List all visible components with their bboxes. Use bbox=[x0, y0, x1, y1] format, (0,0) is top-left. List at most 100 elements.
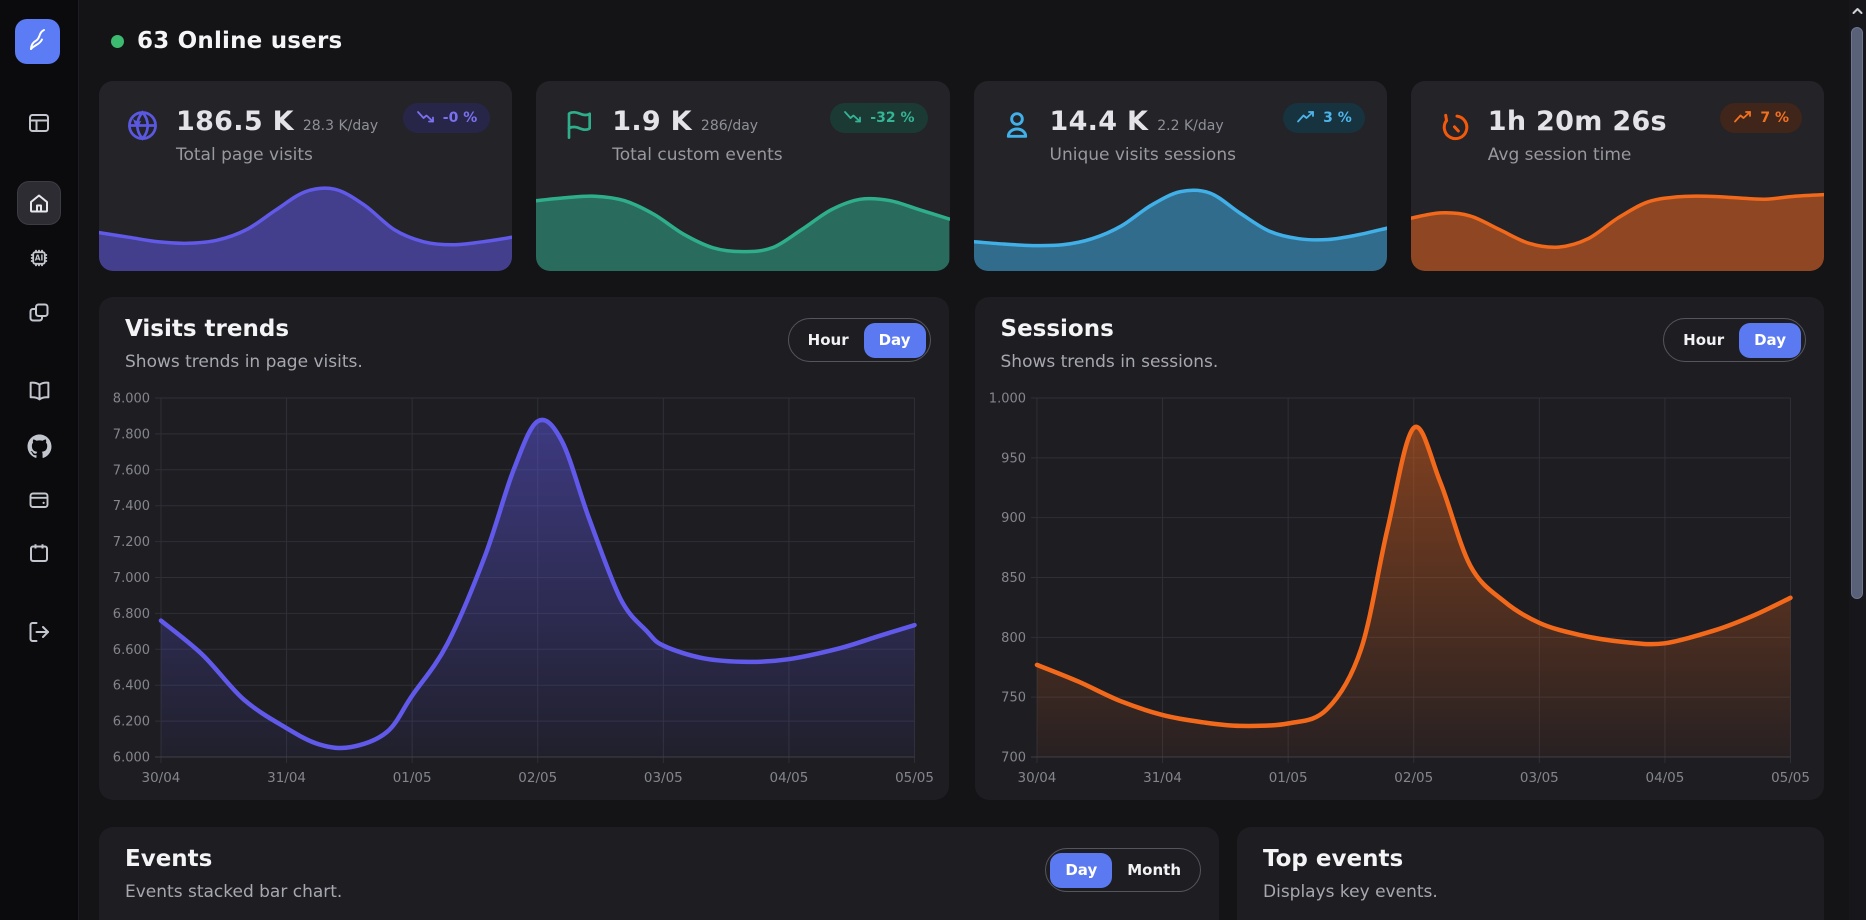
book-icon bbox=[27, 378, 52, 403]
trend-down-icon bbox=[843, 109, 862, 128]
svg-text:850: 850 bbox=[1001, 571, 1026, 586]
trend-badge-text: 7 % bbox=[1760, 110, 1789, 126]
panel-subtitle: Displays key events. bbox=[1263, 882, 1438, 902]
svg-text:02/05: 02/05 bbox=[1394, 770, 1433, 786]
trend-badge: 3 % bbox=[1283, 103, 1365, 133]
sidebar-item-calendar[interactable] bbox=[17, 531, 61, 575]
svg-text:750: 750 bbox=[1001, 691, 1026, 706]
sessions-chart[interactable]: 1.000 950 900 850 800 750 700 30/04 31/04 01/05 02… bbox=[975, 297, 1825, 800]
svg-text:02/05: 02/05 bbox=[518, 770, 557, 786]
toggle-option-month[interactable]: Month bbox=[1127, 861, 1181, 879]
trend-badge: 7 % bbox=[1720, 103, 1802, 133]
card-unique-visits: 14.4 K 2.2 K/day Unique visits sessions … bbox=[973, 81, 1387, 271]
svg-text:04/05: 04/05 bbox=[769, 770, 808, 786]
svg-text:31/04: 31/04 bbox=[267, 770, 306, 786]
events-interval-toggle[interactable]: Day Month bbox=[1045, 848, 1201, 892]
trend-badge-text: -32 % bbox=[870, 110, 915, 126]
sidebar-item-billing[interactable] bbox=[17, 478, 61, 522]
sessions-panel: Sessions Shows trends in sessions. Hour … bbox=[974, 297, 1825, 800]
vertical-scrollbar[interactable] bbox=[1849, 0, 1866, 920]
svg-text:7.800: 7.800 bbox=[113, 427, 150, 442]
trend-badge-text: 3 % bbox=[1323, 110, 1352, 126]
copy-icon bbox=[27, 301, 51, 325]
stat-rate: 2.2 K/day bbox=[1157, 118, 1224, 134]
stat-label: Total custom events bbox=[612, 145, 783, 165]
panel-subtitle: Shows trends in sessions. bbox=[1000, 352, 1219, 372]
svg-text:05/05: 05/05 bbox=[895, 770, 934, 786]
toggle-option-day[interactable]: Day bbox=[863, 322, 926, 358]
custom-events-sparkline bbox=[536, 194, 950, 271]
svg-text:AI: AI bbox=[35, 254, 44, 263]
svg-text:7.000: 7.000 bbox=[113, 571, 150, 586]
panel-subtitle: Shows trends in page visits. bbox=[125, 352, 363, 372]
trend-up-icon bbox=[1296, 109, 1315, 128]
sidebar-item-ai[interactable]: AI bbox=[17, 236, 61, 280]
main-content: 63 Online users 186.5 K 28.3 K/day bbox=[79, 0, 1849, 920]
sidebar-item-projects[interactable] bbox=[17, 291, 61, 335]
trend-badge-text: -0 % bbox=[442, 110, 478, 126]
page-visits-sparkline bbox=[99, 186, 513, 271]
stat-value: 14.4 K bbox=[1049, 106, 1149, 137]
visits-trends-chart[interactable]: 8.000 7.800 7.600 7.400 7.200 7.000 6.800 6.600… bbox=[99, 297, 949, 800]
scrollbar-up-button[interactable] bbox=[1849, 0, 1866, 18]
svg-text:03/05: 03/05 bbox=[1519, 770, 1558, 786]
svg-text:01/05: 01/05 bbox=[1268, 770, 1307, 786]
svg-text:6.400: 6.400 bbox=[113, 679, 150, 694]
svg-text:900: 900 bbox=[1001, 511, 1026, 526]
stat-rate: 28.3 K/day bbox=[302, 118, 379, 134]
trend-down-icon bbox=[416, 109, 435, 128]
svg-text:31/04: 31/04 bbox=[1143, 770, 1182, 786]
svg-text:950: 950 bbox=[1001, 451, 1026, 466]
svg-text:6.800: 6.800 bbox=[113, 607, 150, 622]
svg-text:03/05: 03/05 bbox=[644, 770, 683, 786]
svg-text:6.000: 6.000 bbox=[113, 750, 150, 765]
sessions-interval-toggle[interactable]: Hour Day bbox=[1663, 318, 1806, 362]
logo-icon bbox=[24, 26, 52, 58]
svg-text:30/04: 30/04 bbox=[142, 770, 181, 786]
online-users-header: 63 Online users bbox=[111, 25, 1824, 57]
charts-row: Visits trends Shows trends in page visit… bbox=[99, 297, 1824, 800]
panel-title: Top events bbox=[1263, 846, 1404, 872]
stat-value: 186.5 K bbox=[176, 106, 294, 137]
scrollbar-thumb[interactable] bbox=[1851, 27, 1863, 599]
card-avg-session-time: 1h 20m 26s Avg session time 7 % bbox=[1410, 81, 1824, 271]
sidebar-item-home[interactable] bbox=[17, 181, 61, 225]
panel-subtitle: Events stacked bar chart. bbox=[125, 882, 343, 902]
sidebar-item-dashboard[interactable] bbox=[17, 101, 61, 145]
sidebar-item-logout[interactable] bbox=[17, 610, 61, 654]
svg-text:01/05: 01/05 bbox=[393, 770, 432, 786]
dashboard-icon bbox=[27, 111, 51, 135]
online-status-dot bbox=[111, 34, 124, 48]
events-panel: Events Events stacked bar chart. Day Mon… bbox=[99, 827, 1219, 920]
panel-title: Visits trends bbox=[125, 316, 290, 342]
unique-visits-sparkline bbox=[973, 188, 1387, 271]
stat-label: Total page visits bbox=[176, 145, 313, 165]
stat-value: 1.9 K bbox=[612, 106, 692, 137]
toggle-option-day[interactable]: Day bbox=[1050, 852, 1113, 888]
sidebar-item-github[interactable] bbox=[17, 424, 61, 468]
svg-text:7.200: 7.200 bbox=[113, 535, 150, 550]
svg-text:04/05: 04/05 bbox=[1645, 770, 1684, 786]
wallet-icon bbox=[27, 488, 51, 512]
sidebar-item-docs[interactable] bbox=[17, 368, 61, 412]
stat-value: 1h 20m 26s bbox=[1487, 106, 1667, 137]
svg-text:7.400: 7.400 bbox=[113, 499, 150, 514]
visits-interval-toggle[interactable]: Hour Day bbox=[787, 318, 931, 362]
ai-chip-icon: AI bbox=[27, 246, 51, 270]
toggle-option-hour[interactable]: Hour bbox=[807, 331, 849, 349]
panel-title: Sessions bbox=[1000, 316, 1114, 342]
toggle-option-hour[interactable]: Hour bbox=[1683, 331, 1725, 349]
stat-label: Avg session time bbox=[1487, 145, 1632, 165]
toggle-option-day[interactable]: Day bbox=[1739, 322, 1801, 358]
svg-text:1.000: 1.000 bbox=[988, 391, 1025, 406]
session-time-sparkline bbox=[1410, 192, 1824, 271]
app-logo[interactable] bbox=[15, 19, 60, 64]
trend-up-icon bbox=[1733, 109, 1752, 128]
svg-text:700: 700 bbox=[1001, 750, 1026, 765]
svg-text:05/05: 05/05 bbox=[1771, 770, 1810, 786]
trend-badge: -32 % bbox=[830, 103, 928, 133]
svg-text:6.200: 6.200 bbox=[113, 715, 150, 730]
user-icon bbox=[1001, 109, 1033, 145]
visits-trends-panel: Visits trends Shows trends in page visit… bbox=[99, 297, 949, 800]
panel-title: Events bbox=[125, 846, 213, 872]
